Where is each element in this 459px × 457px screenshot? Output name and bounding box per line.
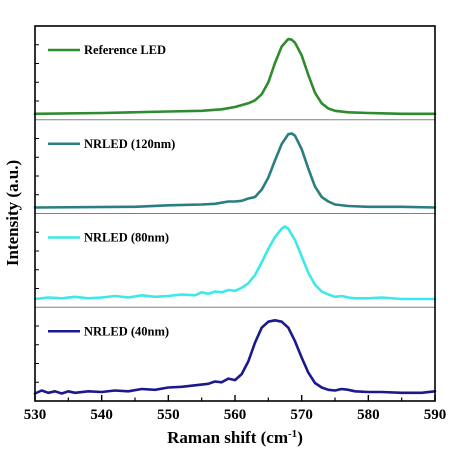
x-axis-title-end: ) <box>297 428 303 447</box>
legend-label: Reference LED <box>84 43 166 57</box>
series-line <box>33 225 437 301</box>
x-axis-title-superscript: -1 <box>288 428 297 440</box>
chart-legend: Reference LED NRLED (120nm) NRLED (80nm) NR… <box>48 43 175 338</box>
x-axis-title: Raman shift (cm-1) <box>167 428 303 447</box>
y-axis-title: Intensity (a.u.) <box>3 160 22 266</box>
x-axis: 530 540 550 560 570 580 590 <box>24 395 447 423</box>
x-tick-label: 590 <box>424 407 447 423</box>
x-tick-label: 550 <box>157 407 180 423</box>
series-line <box>33 319 437 395</box>
x-tick-label: 540 <box>90 407 113 423</box>
legend-label: NRLED (120nm) <box>84 137 175 151</box>
chart-traces <box>33 37 437 395</box>
series-line <box>33 37 437 116</box>
x-tick-label: 570 <box>290 407 313 423</box>
x-tick-label: 530 <box>24 407 47 423</box>
legend-label: NRLED (80nm) <box>84 231 169 245</box>
x-tick-label: 580 <box>357 407 380 423</box>
legend-label: NRLED (40nm) <box>84 324 169 338</box>
x-axis-title-main: Raman shift (cm <box>167 428 288 447</box>
x-tick-label: 560 <box>224 407 247 423</box>
plot-frame <box>34 25 436 402</box>
series-line <box>33 132 437 209</box>
